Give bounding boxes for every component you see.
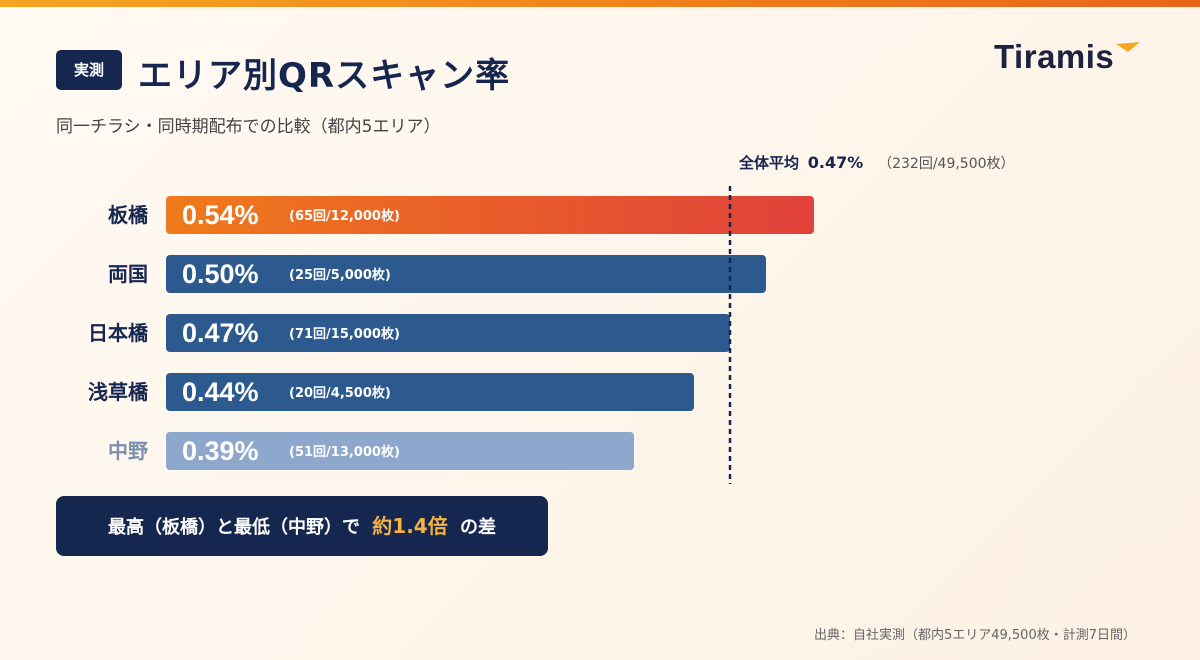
value-label: 0.50% (182, 259, 259, 289)
category-label: 日本橋 (88, 321, 149, 345)
value-label: 0.39% (182, 436, 259, 466)
page-title: エリア別QRスキャン率 (138, 56, 511, 96)
average-value: 0.47% (807, 153, 864, 172)
callout-highlight: 約1.4倍 (372, 514, 448, 538)
average-label-text: 全体平均 (739, 154, 800, 172)
value-label: 0.47% (182, 318, 259, 348)
category-label: 板橋 (108, 203, 149, 227)
detail-label: (51回/13,000枚) (289, 444, 400, 460)
source-note: 出典：自社実測（都内5エリア49,500枚・計測7日間） (813, 628, 1136, 643)
bar (166, 314, 730, 352)
category-label: 浅草橋 (88, 380, 149, 404)
detail-label: (25回/5,000枚) (289, 267, 391, 283)
top-accent-bar (0, 0, 1200, 7)
callout-prefix: 最高（板橋）と最低（中野）で (108, 517, 360, 538)
category-label: 中野 (108, 439, 148, 463)
callout-suffix: の差 (460, 517, 496, 538)
logo-text: Tiramis (994, 38, 1115, 75)
bar (166, 255, 766, 293)
bar (166, 432, 634, 470)
average-label: 全体平均 0.47% （232回/49,500枚） (739, 152, 1015, 173)
bar (166, 373, 694, 411)
logo-swoosh-icon (1116, 42, 1140, 52)
value-label: 0.44% (182, 377, 259, 407)
detail-label: (20回/4,500枚) (289, 385, 391, 401)
brand-logo: Tiramis (994, 38, 1144, 84)
page-subtitle: 同一チラシ・同時期配布での比較（都内5エリア） (56, 117, 441, 137)
bar (166, 196, 814, 234)
average-note: （232回/49,500枚） (878, 156, 1015, 172)
detail-label: (71回/15,000枚) (289, 326, 400, 342)
category-label: 両国 (108, 262, 148, 286)
measured-badge: 実測 (56, 50, 122, 90)
value-label: 0.54% (182, 200, 259, 230)
detail-label: (65回/12,000枚) (289, 208, 400, 224)
difference-callout: 最高（板橋）と最低（中野）で 約1.4倍 の差 (56, 496, 548, 556)
